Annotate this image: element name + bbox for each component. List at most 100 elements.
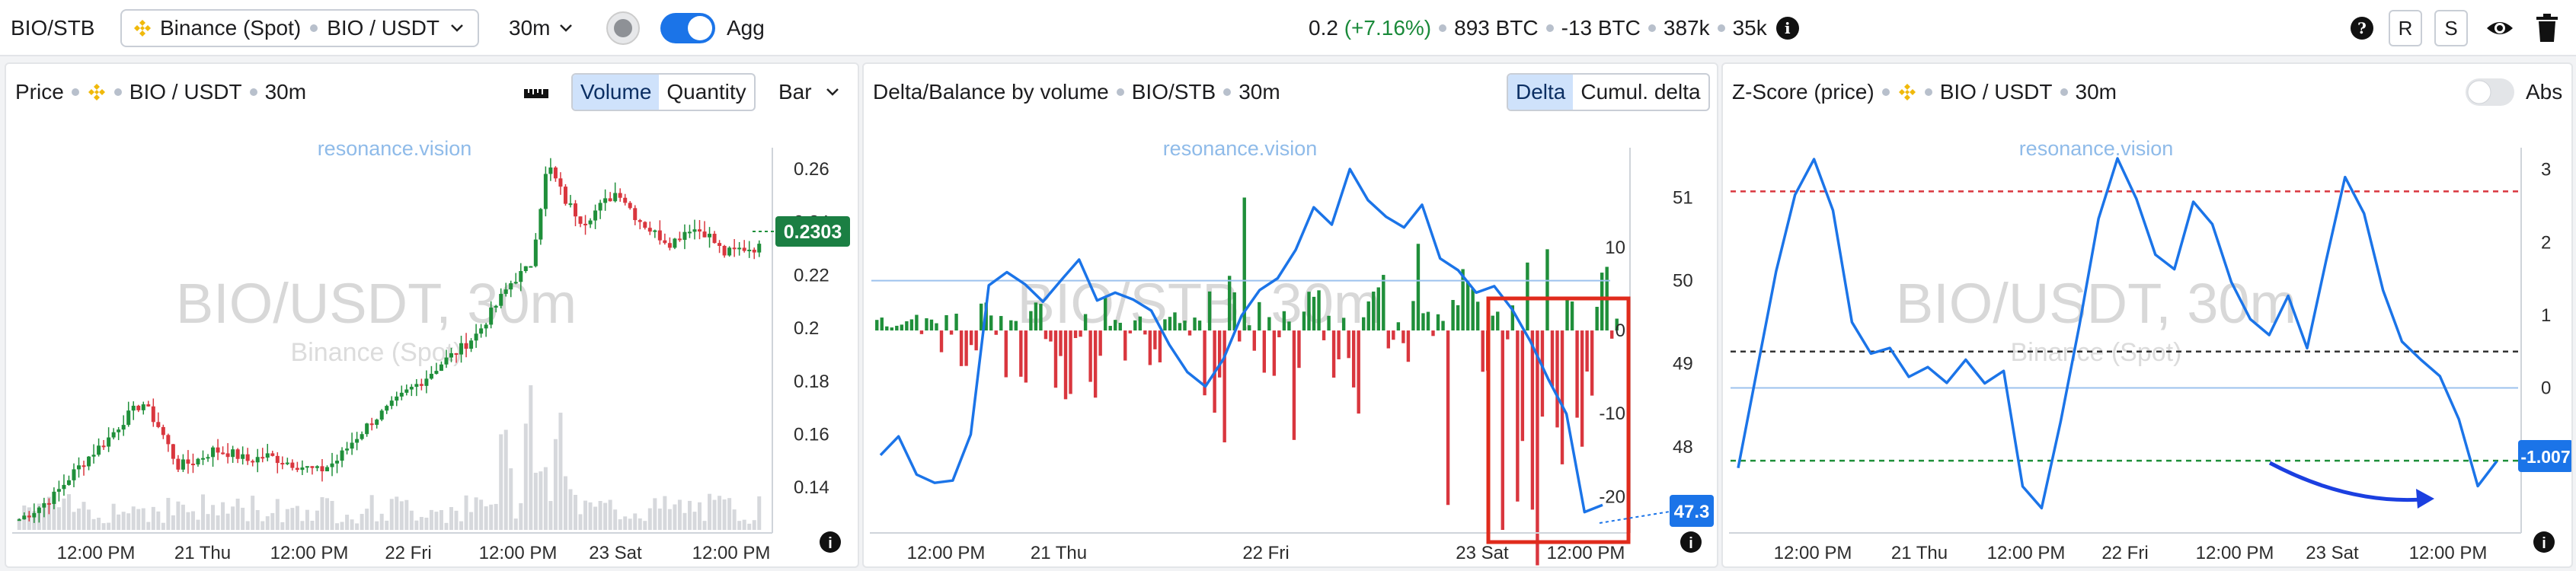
volume-bar [543, 467, 548, 530]
delta-bar [1421, 313, 1425, 331]
candle-body [369, 423, 374, 426]
ruler-icon[interactable] [521, 82, 551, 105]
x-tick-label: 22 Fri [385, 543, 431, 563]
delta-bar [1351, 330, 1356, 388]
delta-bar [1123, 330, 1127, 361]
x-tick-label: 23 Sat [589, 543, 642, 563]
price-change: (+7.16%) [1344, 16, 1432, 40]
delta-panel: Delta/Balance by volume BIO/STB 30m Delt… [862, 62, 1718, 568]
delta-bar [1267, 317, 1271, 331]
last-price-text: 0.2303 [784, 222, 842, 243]
last-value-line [1599, 511, 1670, 524]
r-button[interactable]: R [2389, 10, 2422, 46]
volume-bar [126, 513, 131, 530]
candle-body [588, 220, 593, 225]
delta-bar [1327, 315, 1331, 331]
delta-bar [1248, 325, 1251, 331]
delta-bar [1550, 330, 1555, 387]
delta-bar [1530, 330, 1535, 510]
candle-body [702, 231, 707, 238]
volume-bar [757, 496, 762, 530]
delete-button[interactable] [2533, 0, 2561, 56]
info-icon[interactable]: i [1775, 17, 1799, 40]
delta-chart[interactable]: resonance.vision BIO/STB, 30m 5150494810… [864, 64, 1718, 568]
chart-type-select[interactable]: Bar [778, 73, 842, 111]
record-button[interactable] [605, 0, 641, 56]
bg-exchange: Binance (Spot) [291, 338, 462, 367]
candle-body [265, 453, 270, 458]
candle-body [469, 340, 474, 349]
chevron-down-icon [451, 24, 463, 32]
volume-bar [708, 493, 712, 530]
volume-bar [320, 497, 324, 530]
candle-body [211, 447, 216, 458]
visibility-button[interactable] [2485, 0, 2515, 56]
volume-quantity-toggle[interactable]: Volume Quantity [571, 73, 756, 111]
delta-bar [919, 330, 924, 334]
candle-body [593, 210, 598, 221]
delta-bar [1376, 287, 1380, 331]
chart-info-icon[interactable] [820, 531, 841, 553]
volume-option[interactable]: Volume [573, 75, 660, 110]
candle-body [414, 384, 419, 388]
volume-bar [111, 503, 116, 530]
price-chart[interactable]: resonance.vision BIO/USDT, 30m Binance (… [6, 64, 859, 568]
candle-body [56, 489, 61, 492]
s-button[interactable]: S [2434, 10, 2468, 46]
agg-toggle-switch[interactable] [660, 12, 716, 44]
delta-bar [875, 320, 879, 331]
chart-info-icon[interactable] [1680, 531, 1702, 553]
delta-bar [1148, 330, 1152, 365]
volume-bar [295, 506, 299, 530]
separator-dot [1116, 88, 1124, 96]
separator-dot [1924, 88, 1932, 96]
exchange-pair-select[interactable]: Binance (Spot) BIO / USDT [120, 9, 480, 47]
volume-bar [176, 501, 181, 530]
candle-body [404, 389, 409, 393]
arrow-head [2416, 489, 2434, 509]
y-tick-label: 0.16 [794, 425, 829, 445]
trash-icon [2536, 14, 2558, 42]
volume-bar [568, 489, 573, 530]
delta-panel-title: Delta/Balance by volume BIO/STB 30m [873, 73, 1280, 111]
candle-body [718, 243, 722, 247]
timeframe-select[interactable]: 30m [509, 0, 576, 56]
candle-body [27, 515, 31, 518]
quantity-option[interactable]: Quantity [666, 80, 746, 104]
candle-body [578, 216, 583, 224]
volume-bar [345, 515, 350, 530]
help-button[interactable]: ? [2351, 0, 2373, 56]
candle-body [17, 519, 21, 522]
candle-body [509, 283, 513, 290]
volume-bar [270, 512, 275, 530]
delta-bar [1392, 330, 1395, 340]
cumul-delta-option[interactable]: Cumul. delta [1580, 80, 1701, 104]
bg-symbol: BIO/USDT, 30m [1896, 272, 2296, 335]
delta-bar [1014, 321, 1018, 331]
volume-bar [539, 471, 543, 530]
volume-bar [484, 506, 488, 530]
candle-body [72, 469, 76, 480]
volume-bar [280, 522, 285, 530]
volume-bar [464, 495, 468, 530]
delta-bar [1049, 330, 1053, 342]
abs-toggle-switch[interactable] [2465, 78, 2515, 107]
delta-bar [1357, 330, 1360, 414]
candle-body [479, 328, 484, 334]
delta-bar [1540, 330, 1545, 417]
delta-option[interactable]: Delta [1508, 75, 1574, 110]
watermark: resonance.vision [1163, 137, 1318, 160]
delta-bars [875, 197, 1619, 566]
delta-bar [1461, 269, 1465, 331]
delta-mode-toggle[interactable]: Delta Cumul. delta [1507, 73, 1710, 111]
volume-bar [310, 521, 315, 530]
delta-bar [1431, 330, 1435, 337]
candle-body [216, 447, 220, 453]
zscore-chart[interactable]: resonance.vision BIO/USDT, 30m Binance (… [1723, 64, 2573, 568]
chart-info-icon[interactable] [2533, 531, 2555, 553]
symbol-label[interactable]: BIO/STB [11, 16, 95, 40]
delta-bar [994, 330, 998, 335]
delta-bar [1128, 330, 1132, 333]
zscore-line [1737, 157, 2498, 510]
panel-pair: BIO/STB [1131, 80, 1216, 104]
